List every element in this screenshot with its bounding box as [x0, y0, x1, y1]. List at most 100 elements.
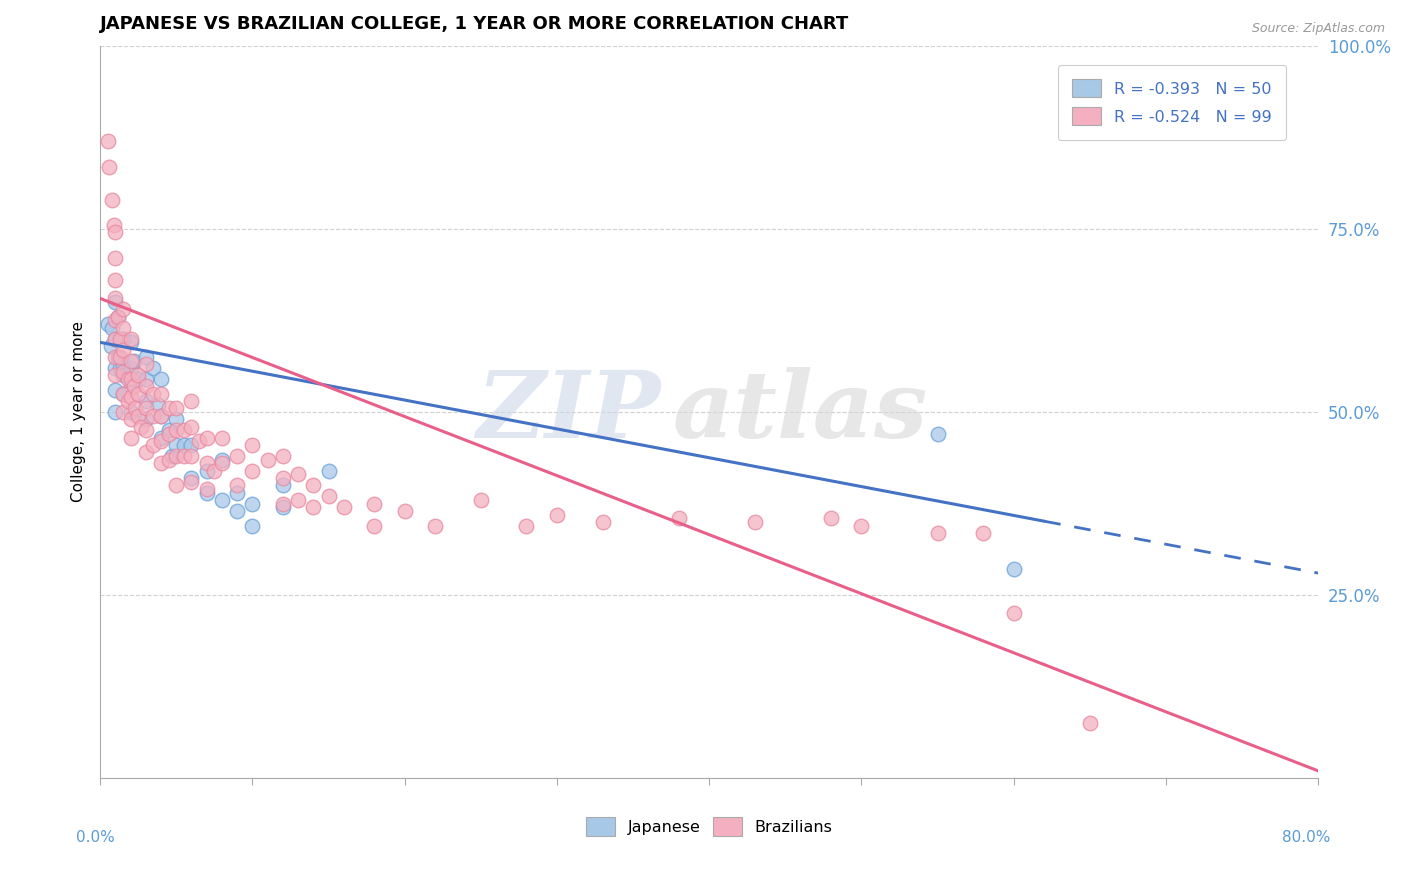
- Point: [135, 350, 157, 364]
- Point: [111, 332, 134, 346]
- Point: [120, 332, 142, 346]
- Point: [122, 379, 145, 393]
- Point: [127, 386, 149, 401]
- Point: [98, 160, 121, 174]
- Point: [226, 504, 249, 518]
- Point: [135, 423, 157, 437]
- Point: [271, 449, 294, 463]
- Point: [157, 423, 180, 437]
- Point: [242, 496, 264, 510]
- Point: [97, 317, 120, 331]
- Point: [302, 478, 325, 492]
- Point: [180, 475, 202, 489]
- Point: [104, 332, 127, 346]
- Point: [135, 357, 157, 371]
- Point: [546, 508, 568, 522]
- Point: [107, 310, 129, 324]
- Point: [111, 302, 134, 317]
- Point: [104, 361, 127, 376]
- Point: [188, 434, 211, 449]
- Point: [318, 464, 340, 478]
- Text: JAPANESE VS BRAZILIAN COLLEGE, 1 YEAR OR MORE CORRELATION CHART: JAPANESE VS BRAZILIAN COLLEGE, 1 YEAR OR…: [100, 15, 849, 33]
- Point: [165, 449, 187, 463]
- Point: [927, 426, 949, 441]
- Point: [332, 500, 354, 515]
- Point: [363, 496, 385, 510]
- Point: [592, 515, 614, 529]
- Text: ZIP: ZIP: [477, 367, 661, 457]
- Point: [226, 478, 249, 492]
- Point: [135, 401, 157, 416]
- Point: [287, 467, 309, 482]
- Point: [111, 343, 134, 357]
- Point: [120, 335, 142, 350]
- Point: [668, 511, 690, 525]
- Point: [120, 405, 142, 419]
- Point: [117, 372, 139, 386]
- Point: [127, 372, 149, 386]
- Point: [104, 405, 127, 419]
- Point: [195, 464, 218, 478]
- Y-axis label: College, 1 year or more: College, 1 year or more: [72, 321, 86, 502]
- Point: [242, 464, 264, 478]
- Point: [157, 401, 180, 416]
- Point: [150, 372, 173, 386]
- Point: [927, 525, 949, 540]
- Point: [135, 379, 157, 393]
- Point: [1078, 716, 1101, 731]
- Point: [135, 394, 157, 409]
- Point: [180, 438, 202, 452]
- Point: [107, 350, 129, 364]
- Point: [103, 218, 125, 232]
- Point: [195, 431, 218, 445]
- Point: [120, 412, 142, 426]
- Point: [173, 438, 195, 452]
- Point: [100, 339, 122, 353]
- Text: atlas: atlas: [672, 367, 928, 457]
- Point: [142, 361, 165, 376]
- Point: [271, 478, 294, 492]
- Point: [122, 353, 145, 368]
- Point: [150, 409, 173, 423]
- Point: [135, 372, 157, 386]
- Point: [142, 386, 165, 401]
- Point: [165, 438, 187, 452]
- Point: [851, 518, 873, 533]
- Point: [150, 456, 173, 470]
- Point: [271, 471, 294, 485]
- Point: [111, 365, 134, 379]
- Point: [104, 368, 127, 383]
- Point: [101, 320, 124, 334]
- Point: [104, 292, 127, 306]
- Point: [226, 485, 249, 500]
- Point: [111, 357, 134, 371]
- Text: 0.0%: 0.0%: [76, 830, 114, 845]
- Point: [242, 438, 264, 452]
- Point: [165, 423, 187, 437]
- Point: [1002, 607, 1025, 621]
- Text: 80.0%: 80.0%: [1282, 830, 1330, 845]
- Point: [226, 449, 249, 463]
- Point: [104, 383, 127, 397]
- Point: [195, 456, 218, 470]
- Point: [142, 438, 165, 452]
- Point: [211, 492, 233, 507]
- Point: [211, 431, 233, 445]
- Point: [820, 511, 842, 525]
- Point: [127, 409, 149, 423]
- Point: [394, 504, 416, 518]
- Point: [423, 518, 446, 533]
- Point: [150, 409, 173, 423]
- Point: [124, 401, 146, 416]
- Point: [111, 405, 134, 419]
- Point: [104, 251, 127, 265]
- Point: [150, 431, 173, 445]
- Point: [150, 434, 173, 449]
- Point: [129, 419, 152, 434]
- Point: [1002, 562, 1025, 576]
- Point: [242, 518, 264, 533]
- Point: [108, 332, 131, 346]
- Point: [150, 386, 173, 401]
- Point: [135, 445, 157, 459]
- Point: [111, 386, 134, 401]
